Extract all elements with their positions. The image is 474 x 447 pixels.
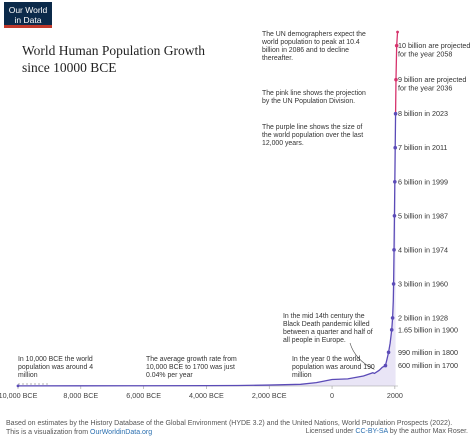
chart-subtitle: since 10000 BCE	[22, 60, 117, 75]
milestone-label: 5 billion in 1987	[398, 211, 448, 220]
annotation-un-peak: The UN demographers expect the world pop…	[262, 31, 366, 62]
milestone-label-line: for the year 2036	[398, 84, 452, 93]
series-start-point	[16, 384, 20, 388]
milestone-label-line: 6 billion in 1999	[398, 177, 448, 186]
footer-source-line: Based on estimates by the History Databa…	[6, 420, 453, 427]
milestone-label: 6 billion in 1999	[398, 177, 448, 186]
milestone-point	[393, 145, 398, 150]
milestone-label-line: for the year 2058	[398, 50, 452, 59]
owid-logo: Our World in Data	[4, 2, 52, 28]
x-tick-label: 4,000 BCE	[189, 391, 224, 400]
milestone-point	[392, 248, 396, 252]
milestone-point	[383, 363, 388, 368]
milestone-label-line: 600 million in 1700	[398, 361, 458, 370]
milestone-point	[392, 214, 397, 218]
annotation-10000-bce: In 10,000 BCE the world population was a…	[18, 356, 94, 379]
milestone-label: 990 million in 1800	[398, 348, 458, 357]
x-tick-label: 2,000 BCE	[252, 391, 287, 400]
milestone-point	[390, 316, 395, 320]
milestone-label: 9 billion are projected for the year 2036	[398, 75, 466, 93]
milestone-label-line: 7 billion in 2011	[398, 143, 447, 152]
annotation-pink-line: The pink line shows the projection by th…	[262, 90, 366, 105]
footer-license: Licensed under CC-BY-SA by the author Ma…	[306, 428, 468, 435]
milestone-point	[389, 328, 394, 332]
milestone-label-line: 4 billion in 1974	[398, 245, 448, 254]
footer-viz-prefix: This is a visualization from	[6, 429, 91, 436]
milestone-label: 4 billion in 1974	[398, 245, 448, 254]
license-suffix: by the author Max Roser.	[387, 428, 468, 435]
milestone-label: 8 billion in 2023	[398, 109, 448, 118]
milestone-label-line: 3 billion in 1960	[398, 279, 448, 288]
milestone-point	[394, 43, 399, 48]
footer-source: Based on estimates by the History Databa…	[6, 419, 452, 437]
milestone-point	[391, 282, 396, 286]
x-tick-label: 8,000 BCE	[63, 391, 98, 400]
population-line-projection	[394, 31, 399, 114]
x-tick-label: 0	[330, 391, 334, 400]
annotation-growth-rate: The average growth rate from 10,000 BCE …	[146, 356, 237, 379]
license-prefix: Licensed under	[305, 428, 356, 435]
milestone-label-line: 5 billion in 1987	[398, 211, 448, 220]
annotation-year-0: In the year 0 the world population was a…	[292, 356, 375, 379]
footer-viz-line: This is a visualization from OurWorldinD…	[6, 428, 452, 437]
milestone-point	[394, 77, 398, 82]
x-tick-label: 2000	[387, 391, 403, 400]
milestone-label: 7 billion in 2011	[398, 143, 447, 152]
owid-link[interactable]: OurWorldinData.org	[90, 429, 153, 436]
milestone-label: 600 million in 1700	[398, 361, 458, 370]
population-area-fill	[18, 113, 396, 386]
logo-line-2: in Data	[14, 15, 42, 25]
chart-title-block: World Human Population Growth since 1000…	[22, 42, 252, 76]
milestone-label-line: 8 billion in 2023	[398, 109, 448, 118]
x-tick-label: 6,000 BCE	[126, 391, 161, 400]
annotation-black-death: In the mid 14th century the Black Death …	[283, 313, 373, 344]
milestone-label: 1.65 billion in 1900	[398, 325, 458, 334]
logo-line-1: Our World	[8, 5, 48, 15]
annotation-purple-line: The purple line shows the size of the wo…	[262, 124, 364, 147]
milestone-label-line: 9 billion are projected	[398, 75, 466, 84]
milestone-label: 10 billion are projected for the year 205…	[398, 41, 470, 59]
chart-title: World Human Population Growth	[22, 43, 206, 58]
milestone-label-line: 2 billion in 1928	[398, 313, 448, 322]
population-line-historical	[17, 113, 397, 387]
license-link[interactable]: CC-BY-SA	[355, 428, 388, 435]
milestone-point	[386, 350, 391, 355]
milestone-label-line: 990 million in 1800	[398, 348, 458, 357]
milestone-point	[393, 111, 398, 116]
milestone-label: 3 billion in 1960	[398, 279, 448, 288]
milestone-label-line: 10 billion are projected	[398, 41, 470, 50]
milestone-point	[393, 179, 397, 184]
milestone-label-line: 1.65 billion in 1900	[398, 325, 458, 334]
projection-peak-point	[396, 30, 399, 34]
x-tick-label: 10,000 BCE	[0, 391, 38, 400]
milestone-label: 2 billion in 1928	[398, 313, 448, 322]
annotation-arrow-black-death	[349, 342, 375, 370]
logo-red-bar	[4, 25, 52, 28]
